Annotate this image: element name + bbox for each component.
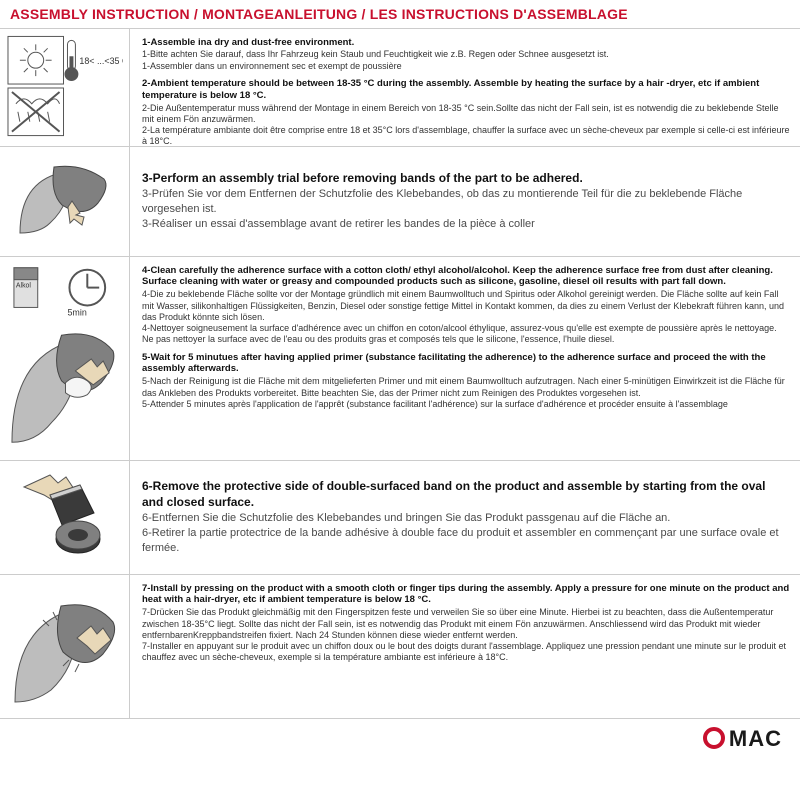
step-en: 1-Assemble ina dry and dust-free environ… <box>142 37 790 49</box>
footer: MAC <box>0 719 800 753</box>
step-en: 3-Perform an assembly trial before remov… <box>142 170 790 186</box>
step-1: 1-Assemble ina dry and dust-free environ… <box>142 37 790 72</box>
row1-illustration: 18< ...<35 C <box>0 29 130 146</box>
trial-fit-icon <box>10 153 120 249</box>
step-en: 7-Install by pressing on the product wit… <box>142 583 790 607</box>
row1-text: 1-Assemble ina dry and dust-free environ… <box>130 29 800 146</box>
step-de: 5-Nach der Reinigung ist die Fläche mit … <box>142 376 790 399</box>
svg-text:5min: 5min <box>67 307 86 317</box>
row3-text: 4-Clean carefully the adherence surface … <box>130 257 800 460</box>
step-de: 1-Bitte achten Sie darauf, dass Ihr Fahr… <box>142 49 790 60</box>
step-fr: 1-Assembler dans un environnement sec et… <box>142 61 790 72</box>
step-en: 6-Remove the protective side of double-s… <box>142 478 790 510</box>
step-en: 5-Wait for 5 minutues after having appli… <box>142 352 790 376</box>
step-en: 4-Clean carefully the adherence surface … <box>142 265 790 289</box>
step-en: 2-Ambient temperature should be between … <box>142 78 790 102</box>
temp-range-label: 18< ...<35 C <box>79 56 123 66</box>
step-5: 5-Wait for 5 minutues after having appli… <box>142 352 790 411</box>
peel-tape-icon <box>10 467 120 567</box>
instruction-row: 6-Remove the protective side of double-s… <box>0 461 800 575</box>
step-fr: 2-La température ambiante doit être comp… <box>142 125 790 148</box>
step-de: 6-Entfernen Sie die Schutzfolie des Kleb… <box>142 511 790 526</box>
step-de: 4-Die zu beklebende Fläche sollte vor de… <box>142 289 790 323</box>
row4-text: 6-Remove the protective side of double-s… <box>130 461 800 574</box>
step-de: 7-Drücken Sie das Produkt gleichmäßig mi… <box>142 607 790 641</box>
row5-illustration <box>0 575 130 718</box>
step-fr: 3-Réaliser un essai d'assemblage avant d… <box>142 217 790 232</box>
step-de: 3-Prüfen Sie vor dem Entfernen der Schut… <box>142 187 790 217</box>
row5-text: 7-Install by pressing on the product wit… <box>130 575 800 718</box>
logo-ring-icon <box>703 727 725 749</box>
clean-wait-icon: Alkol 5min <box>6 263 123 453</box>
row4-illustration <box>0 461 130 574</box>
step-fr: 5-Attender 5 minutes après l'application… <box>142 399 790 410</box>
step-4: 4-Clean carefully the adherence surface … <box>142 265 790 346</box>
header-bar: ASSEMBLY INSTRUCTION / MONTAGEANLEITUNG … <box>0 0 800 29</box>
instruction-row: 7-Install by pressing on the product wit… <box>0 575 800 719</box>
step-3: 3-Perform an assembly trial before remov… <box>142 170 790 232</box>
step-2: 2-Ambient temperature should be between … <box>142 78 790 148</box>
press-install-icon <box>9 582 121 710</box>
instruction-row: Alkol 5min 4-Clean carefully the adheren… <box>0 257 800 461</box>
row2-illustration <box>0 147 130 256</box>
row2-text: 3-Perform an assembly trial before remov… <box>130 147 800 256</box>
instruction-row: 18< ...<35 C 1-Assemble ina dry and dust… <box>0 29 800 147</box>
page-title: ASSEMBLY INSTRUCTION / MONTAGEANLEITUNG … <box>10 6 790 24</box>
step-fr: 4-Nettoyer soigneusement la surface d'ad… <box>142 323 790 346</box>
temperature-environment-icon: 18< ...<35 C <box>6 34 123 140</box>
row3-illustration: Alkol 5min <box>0 257 130 460</box>
step-fr: 6-Retirer la partie protectrice de la ba… <box>142 526 790 556</box>
brand-logo: MAC <box>703 725 782 753</box>
instruction-row: 3-Perform an assembly trial before remov… <box>0 147 800 257</box>
step-fr: 7-Installer en appuyant sur le produit a… <box>142 641 790 664</box>
instruction-rows: 18< ...<35 C 1-Assemble ina dry and dust… <box>0 29 800 719</box>
step-de: 2-Die Außentemperatur muss während der M… <box>142 103 790 126</box>
step-7: 7-Install by pressing on the product wit… <box>142 583 790 664</box>
step-6: 6-Remove the protective side of double-s… <box>142 478 790 556</box>
logo-text: MAC <box>729 725 782 753</box>
svg-text:Alkol: Alkol <box>16 283 31 290</box>
